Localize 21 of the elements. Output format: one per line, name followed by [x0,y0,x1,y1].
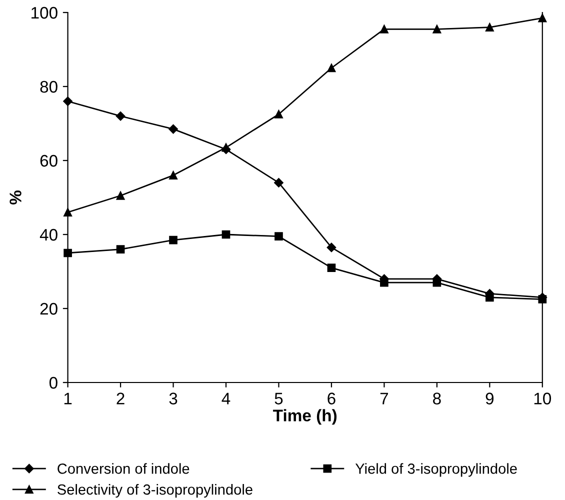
y-tick-label: 0 [49,376,58,389]
legend-label: Selectivity of 3-isopropylindole [58,484,252,498]
x-tick-label: 10 [534,392,552,404]
y-tick-label: 80 [40,80,58,93]
y-tick-label: 100 [32,6,58,19]
x-tick-label: 2 [116,392,124,404]
x-tick-label: 9 [486,392,494,404]
x-tick-label: 1 [64,392,72,404]
x-tick-label: 4 [222,392,230,404]
y-tick-label: 20 [40,302,58,315]
x-tick-label: 5 [274,392,283,404]
x-tick-label: 7 [380,392,388,404]
x-tick-label: 6 [328,392,336,404]
y-axis-title: % [10,190,22,204]
legend-label: Yield of 3-isopropylindole [355,463,517,477]
x-tick-label: 3 [169,392,178,404]
x-axis-title: Time (h) [273,409,337,425]
y-tick-label: 60 [40,154,58,167]
x-tick-label: 8 [433,392,441,404]
y-tick-label: 40 [40,228,58,241]
legend-label: Conversion of indole [58,463,190,474]
